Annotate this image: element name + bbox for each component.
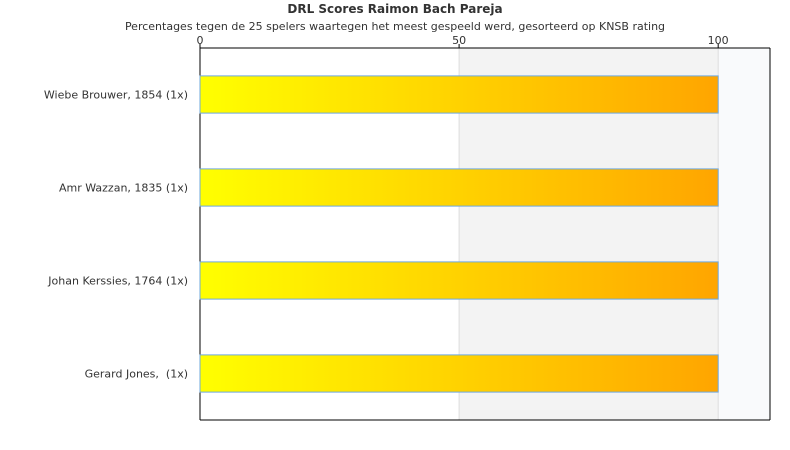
x-tick-label: 0 xyxy=(197,34,204,47)
bar[interactable] xyxy=(199,168,719,207)
category-label: Johan Kerssies, 1764 (1x) xyxy=(47,275,188,288)
category-label: Wiebe Brouwer, 1854 (1x) xyxy=(44,89,188,102)
bar[interactable] xyxy=(199,75,719,114)
x-tick-label: 100 xyxy=(708,34,729,47)
chart-title: DRL Scores Raimon Bach Pareja xyxy=(287,2,503,16)
background-band xyxy=(718,48,770,420)
category-label: Gerard Jones, (1x) xyxy=(85,368,188,381)
bar[interactable] xyxy=(199,261,719,300)
chart-subtitle: Percentages tegen de 25 spelers waartege… xyxy=(124,20,666,33)
category-label: Amr Wazzan, 1835 (1x) xyxy=(59,182,188,195)
bar[interactable] xyxy=(199,354,719,393)
x-tick-label: 50 xyxy=(452,34,466,47)
